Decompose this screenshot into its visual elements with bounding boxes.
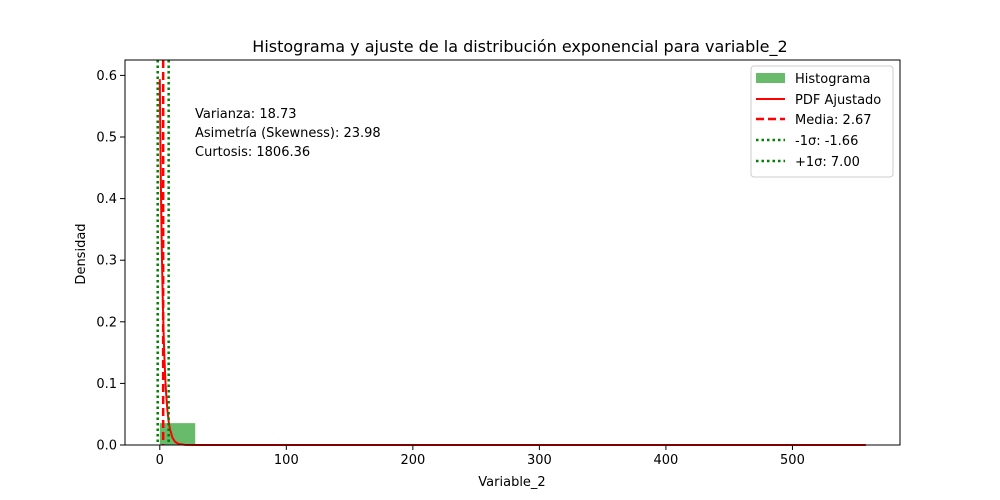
annotation-varianza: Varianza: 18.73: [195, 107, 297, 122]
x-tick-label-5: 500: [780, 453, 805, 468]
histogram-bar-0: [159, 423, 196, 445]
legend-label-histograma: Histograma: [795, 72, 870, 87]
y-tick-label-3: 0.3: [96, 254, 117, 269]
stats-annotations: Varianza: 18.73 Asimetría (Skewness): 23…: [195, 107, 381, 160]
legend: Histograma PDF Ajustado Media: 2.67 -1σ:…: [750, 65, 894, 178]
axes-frame: [124, 59, 901, 446]
y-tick-label-5: 0.5: [96, 131, 117, 146]
x-tick-label-0: 0: [156, 453, 164, 468]
x-tick-label-4: 400: [654, 453, 679, 468]
legend-box: [750, 65, 894, 178]
legend-label-plus-sigma: +1σ: 7.00: [795, 155, 860, 170]
x-tick-label-2: 200: [400, 453, 425, 468]
annotation-asimetria: Asimetría (Skewness): 23.98: [195, 126, 381, 141]
y-tick-label-0: 0.0: [96, 439, 117, 454]
legend-label-media: Media: 2.67: [795, 113, 872, 128]
y-tick-label-2: 0.2: [96, 315, 117, 330]
y-tick-label-6: 0.6: [96, 69, 117, 84]
annotation-curtosis: Curtosis: 1806.36: [195, 145, 310, 160]
y-tick-label-1: 0.1: [96, 377, 117, 392]
y-tick-label-4: 0.4: [96, 192, 117, 207]
legend-label-minus-sigma: -1σ: -1.66: [795, 134, 858, 149]
legend-label-pdf: PDF Ajustado: [795, 93, 881, 108]
x-tick-label-3: 300: [527, 453, 552, 468]
x-tick-label-1: 100: [274, 453, 299, 468]
x-axis-label: Variable_2: [478, 475, 545, 490]
chart-title: Histograma y ajuste de la distribución e…: [252, 37, 787, 57]
y-axis-label: Densidad: [74, 223, 89, 284]
legend-swatch-histograma: [756, 73, 785, 83]
